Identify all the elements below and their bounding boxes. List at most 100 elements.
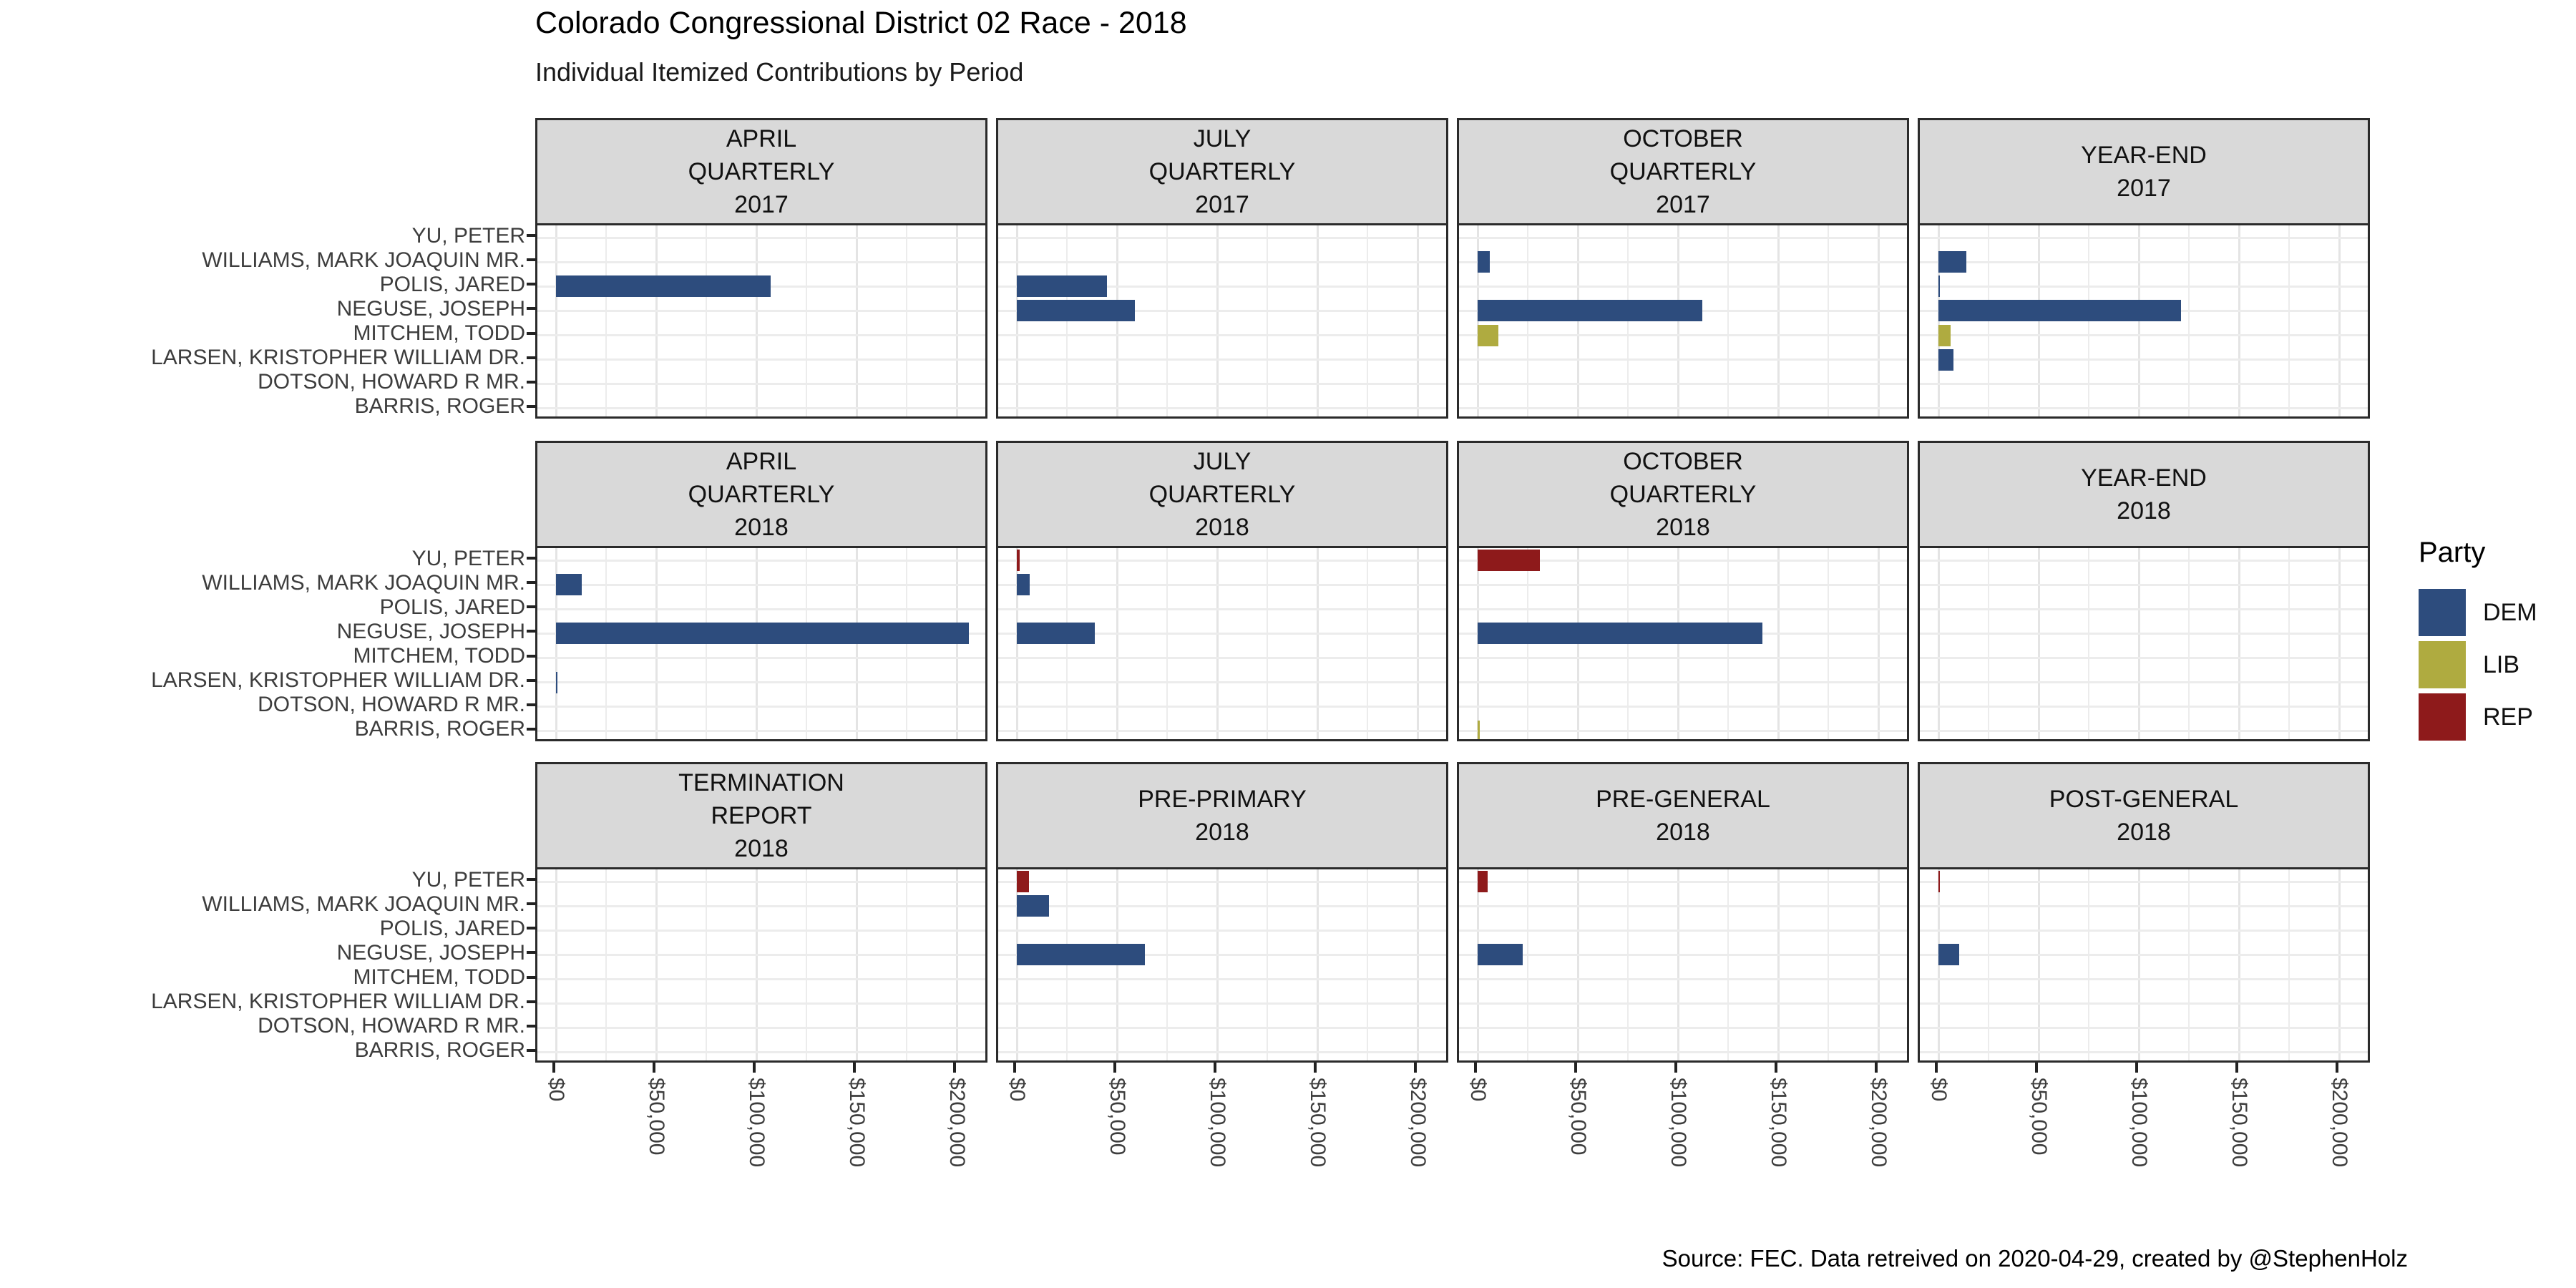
x-axis-tick [1574,1063,1577,1073]
facet-header: OCTOBER QUARTERLY 2017 [1457,118,1909,223]
gridline [1920,358,2368,361]
gridline [1920,929,2368,932]
legend-entry: LIB [2419,641,2537,688]
y-axis-label: YU, PETER [411,867,525,892]
y-axis-tick [527,283,537,286]
gridline [1988,548,1989,739]
y-axis-tick [527,258,537,262]
y-axis-tick [527,557,537,560]
x-axis-tick [953,1063,956,1073]
gridline [998,706,1446,708]
legend-entries: DEM LIB REP [2419,589,2537,741]
gridline [1920,1002,2368,1005]
y-axis-tick [527,1048,537,1052]
bar-lib [1938,324,1951,346]
facet-panel [1457,867,1909,1063]
gridline [1920,260,2368,263]
chart-subtitle: Individual Itemized Contributions by Per… [535,57,1024,87]
y-axis-label: NEGUSE, JOSEPH [336,296,525,321]
bar-rep [1017,550,1020,572]
gridline [1459,1027,1907,1030]
gridline [1166,225,1168,416]
bar-dem [1478,944,1523,966]
gridline [855,225,858,416]
gridline [1920,706,2368,708]
gridline [1877,548,1880,739]
gridline [1267,869,1268,1060]
x-axis-tick [2235,1063,2238,1073]
x-axis-tick [552,1063,555,1073]
x-axis-label: $0 [1466,1078,1490,1102]
gridline [1920,608,2368,610]
facet-header: JULY QUARTERLY 2018 [996,441,1448,546]
x-axis-label: $0 [545,1078,568,1102]
bar-rep [1478,871,1488,893]
x-axis-tick [1935,1063,1938,1073]
gridline [537,358,985,361]
gridline [998,1051,1446,1054]
gridline [1367,548,1368,739]
legend-swatch-dem [2419,589,2466,636]
bar-rep [1017,871,1029,893]
gridline [1920,383,2368,386]
y-axis-label: BARRIS, ROGER [354,394,525,419]
gridline [2238,225,2240,416]
y-axis-label: LARSEN, KRISTOPHER WILLIAM DR. [151,668,525,693]
gridline [1459,1002,1907,1005]
gridline [2188,548,2190,739]
gridline [998,929,1446,932]
gridline [1920,904,2368,907]
gridline [998,407,1446,410]
legend-swatch-lib [2419,641,2466,688]
gridline [2338,225,2341,416]
y-axis-tick [527,703,537,706]
gridline [998,559,1446,562]
y-axis-label: WILLIAMS, MARK JOAQUIN MR. [202,248,525,272]
gridline [1727,225,1729,416]
y-axis-tick [527,234,537,238]
gridline [2137,869,2140,1060]
gridline [1459,657,1907,660]
gridline [537,657,985,660]
y-axis-label: WILLIAMS, MARK JOAQUIN MR. [202,892,525,916]
gridline [1920,953,2368,956]
gridline [1920,236,2368,239]
gridline [998,953,1446,956]
legend: Party DEM LIB REP [2419,537,2537,746]
gridline [1920,407,2368,410]
gridline [1459,953,1907,956]
facet-panel [535,546,987,741]
gridline [1920,1027,2368,1030]
gridline [998,236,1446,239]
legend-label: LIB [2483,650,2520,678]
chart-title: Colorado Congressional District 02 Race … [535,6,1187,40]
gridline [537,236,985,239]
gridline [998,583,1446,586]
gridline [855,869,858,1060]
gridline [1920,285,2368,288]
y-axis-label: LARSEN, KRISTOPHER WILLIAM DR. [151,346,525,370]
y-axis-label: MITCHEM, TODD [353,321,525,346]
gridline [537,880,985,883]
y-axis-tick [527,951,537,955]
gridline [706,869,707,1060]
bar-dem [1017,944,1146,966]
y-axis-label: MITCHEM, TODD [353,644,525,668]
gridline [755,869,758,1060]
y-axis-label: YU, PETER [411,223,525,248]
gridline [2188,225,2190,416]
y-axis-label: NEGUSE, JOSEPH [336,940,525,965]
facet-header: TERMINATION REPORT 2018 [535,762,987,867]
gridline [537,1051,985,1054]
gridline [1988,869,1989,1060]
gridline [2188,869,2190,1060]
gridline [1920,1051,2368,1054]
gridline [1920,632,2368,635]
gridline [1828,869,1829,1060]
gridline [537,706,985,708]
y-axis-label: POLIS, JARED [379,916,525,940]
gridline [1459,978,1907,981]
gridline [537,309,985,312]
gridline [537,383,985,386]
